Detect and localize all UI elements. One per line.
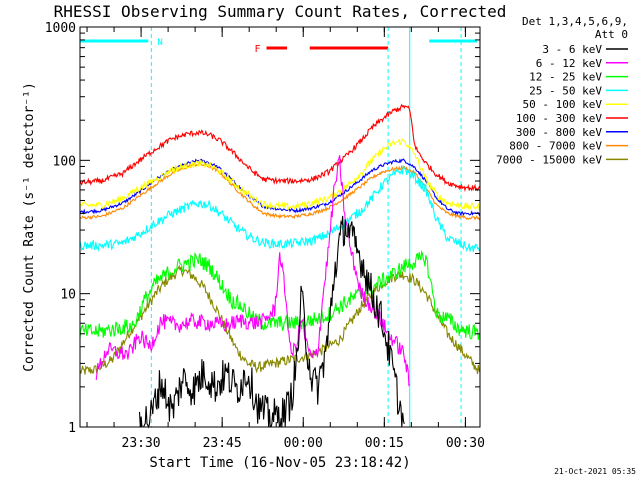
series-6-12-kev bbox=[95, 155, 411, 387]
legend-label: 100 - 300 keV bbox=[516, 112, 602, 125]
x-tick-label: 23:45 bbox=[203, 436, 242, 451]
footer-timestamp: 21-Oct-2021 05:35 bbox=[554, 467, 636, 476]
legend-label: 3 - 6 keV bbox=[542, 43, 602, 56]
x-tick-label: 00:15 bbox=[365, 436, 404, 451]
legend-label: 300 - 800 keV bbox=[516, 126, 602, 139]
y-axis: 1 10 100 1000 bbox=[45, 21, 480, 436]
x-tick-label: 23:30 bbox=[122, 436, 161, 451]
plot-frame bbox=[79, 26, 481, 428]
legend-label: 25 - 50 keV bbox=[529, 84, 602, 97]
x-axis-label: Start Time (16-Nov-05 23:18:42) bbox=[149, 455, 410, 471]
series-12-25-kev bbox=[79, 249, 481, 340]
y-tick-label: 1000 bbox=[45, 21, 76, 36]
series-50-100-kev bbox=[79, 138, 481, 211]
series-100-300-kev bbox=[79, 103, 481, 193]
plot-area: NF bbox=[79, 27, 481, 429]
flare-label: F bbox=[254, 44, 260, 55]
x-tick-label: 00:00 bbox=[284, 436, 323, 451]
y-tick-label: 10 bbox=[60, 288, 76, 303]
series-3-6-kev bbox=[138, 215, 405, 429]
y-axis-label: Corrected Count Rate (s⁻¹ detector⁻¹) bbox=[22, 82, 37, 372]
series-800-7000-kev bbox=[79, 161, 481, 221]
y-tick-label: 100 bbox=[53, 154, 76, 169]
legend-header-line-1: Det 1,3,4,5,6,9, bbox=[522, 15, 628, 28]
legend-label: 7000 - 15000 keV bbox=[496, 153, 602, 166]
night-label: N bbox=[157, 38, 162, 48]
chart-title: RHESSI Observing Summary Count Rates, Co… bbox=[54, 2, 507, 21]
legend-label: 6 - 12 keV bbox=[536, 57, 603, 70]
legend-label: 800 - 7000 keV bbox=[509, 140, 602, 153]
series-25-50-kev bbox=[79, 165, 481, 253]
x-tick-label: 00:30 bbox=[446, 436, 485, 451]
series-group bbox=[79, 103, 481, 429]
legend-label: 50 - 100 keV bbox=[523, 98, 603, 111]
legend-header-line-2: Att 0 bbox=[595, 28, 628, 41]
series-7000-15000-kev bbox=[79, 264, 481, 375]
x-axis: 23:30 23:45 00:00 00:15 00:30 bbox=[86, 27, 485, 451]
legend-label: 12 - 25 keV bbox=[529, 71, 602, 84]
y-tick-label: 1 bbox=[68, 421, 76, 436]
